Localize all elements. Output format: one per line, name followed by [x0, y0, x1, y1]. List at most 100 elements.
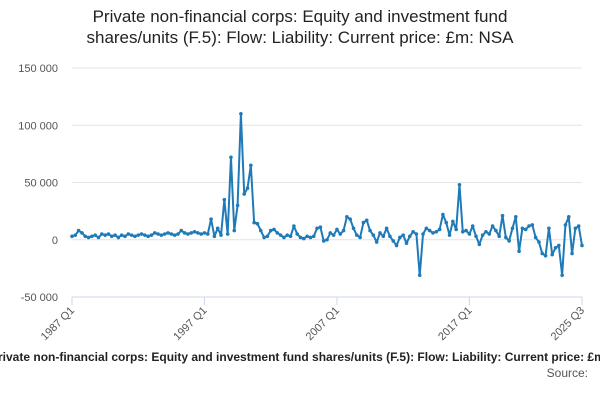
data-point	[73, 233, 78, 237]
data-point	[537, 240, 541, 244]
data-point	[553, 245, 558, 250]
data-point	[96, 235, 101, 240]
data-point	[70, 234, 74, 239]
x-tick-label: 1997 Q1	[171, 305, 209, 343]
source-label: Source:	[546, 366, 588, 380]
data-point	[162, 232, 167, 236]
data-point	[533, 235, 538, 240]
x-tick-label: 2007 Q1	[304, 305, 342, 343]
y-tick-label: 100 000	[18, 120, 58, 132]
data-point	[401, 233, 405, 237]
data-point	[563, 223, 568, 227]
data-point	[305, 234, 309, 239]
data-point	[411, 229, 415, 234]
data-point	[100, 232, 104, 236]
data-point	[76, 228, 81, 233]
data-point	[292, 224, 296, 228]
data-point	[321, 239, 326, 243]
data-point	[242, 192, 247, 196]
data-point	[222, 197, 227, 202]
data-point	[245, 186, 250, 191]
data-point	[80, 231, 84, 235]
data-point	[295, 232, 299, 236]
x-tick-label: 1987 Q1	[39, 305, 77, 343]
data-point	[447, 233, 452, 237]
data-point	[159, 233, 164, 237]
data-point	[464, 228, 468, 233]
data-point	[394, 243, 399, 248]
data-point	[474, 234, 478, 239]
data-point	[149, 233, 154, 237]
data-point	[361, 220, 366, 225]
data-point	[527, 224, 531, 228]
data-point	[457, 182, 462, 187]
data-point	[202, 231, 207, 235]
data-point	[517, 249, 521, 253]
chart-caption: Private non-financial corps: Equity and …	[0, 350, 600, 364]
data-point	[407, 234, 412, 239]
data-point	[434, 229, 439, 234]
data-point	[285, 233, 290, 237]
data-point	[143, 233, 147, 237]
data-point	[249, 163, 253, 168]
data-point	[540, 251, 545, 256]
data-point	[404, 241, 409, 245]
data-point	[156, 232, 160, 236]
data-point	[444, 220, 449, 225]
data-point	[421, 232, 425, 236]
y-tick-label: 0	[52, 235, 58, 247]
data-point	[90, 234, 94, 239]
data-point	[487, 232, 492, 236]
data-point	[341, 228, 346, 233]
data-point	[179, 228, 184, 233]
data-point	[351, 226, 356, 231]
data-point	[209, 217, 213, 221]
data-point	[152, 231, 157, 235]
data-point	[507, 239, 511, 243]
data-point	[371, 233, 376, 237]
y-axis-ticks: 150 000 100 000 50 000 0 -50 000	[18, 63, 58, 304]
data-point	[580, 243, 584, 248]
data-point	[189, 231, 194, 235]
data-point	[265, 234, 270, 239]
data-point	[460, 229, 465, 234]
data-point	[331, 233, 336, 237]
data-point	[318, 225, 323, 229]
series-line	[70, 112, 584, 278]
data-point	[494, 228, 498, 233]
data-point	[467, 232, 472, 236]
data-point	[136, 233, 141, 237]
data-point	[484, 229, 488, 234]
data-point	[119, 233, 124, 237]
data-point	[186, 232, 190, 236]
data-point	[268, 228, 273, 233]
data-point	[374, 240, 379, 244]
data-point	[510, 226, 515, 231]
data-point	[338, 232, 343, 236]
data-point	[477, 242, 482, 247]
series-path	[71, 112, 583, 277]
data-point	[275, 231, 280, 235]
data-point	[451, 219, 455, 224]
data-point	[513, 215, 518, 219]
data-point	[427, 228, 432, 233]
data-point	[345, 215, 349, 219]
data-point	[311, 234, 316, 239]
data-point	[437, 227, 442, 232]
data-point	[417, 273, 422, 278]
data-point	[192, 229, 197, 234]
data-point	[225, 232, 230, 236]
data-point	[315, 226, 319, 231]
data-point	[523, 227, 528, 232]
data-point	[113, 233, 117, 237]
data-point	[560, 273, 564, 278]
data-point	[196, 231, 200, 235]
data-point	[490, 224, 495, 228]
data-point	[235, 203, 240, 208]
data-point	[83, 234, 88, 239]
data-point	[282, 235, 286, 240]
x-tick-label: 2017 Q1	[436, 305, 474, 343]
data-point	[550, 252, 554, 257]
data-point	[573, 226, 578, 231]
